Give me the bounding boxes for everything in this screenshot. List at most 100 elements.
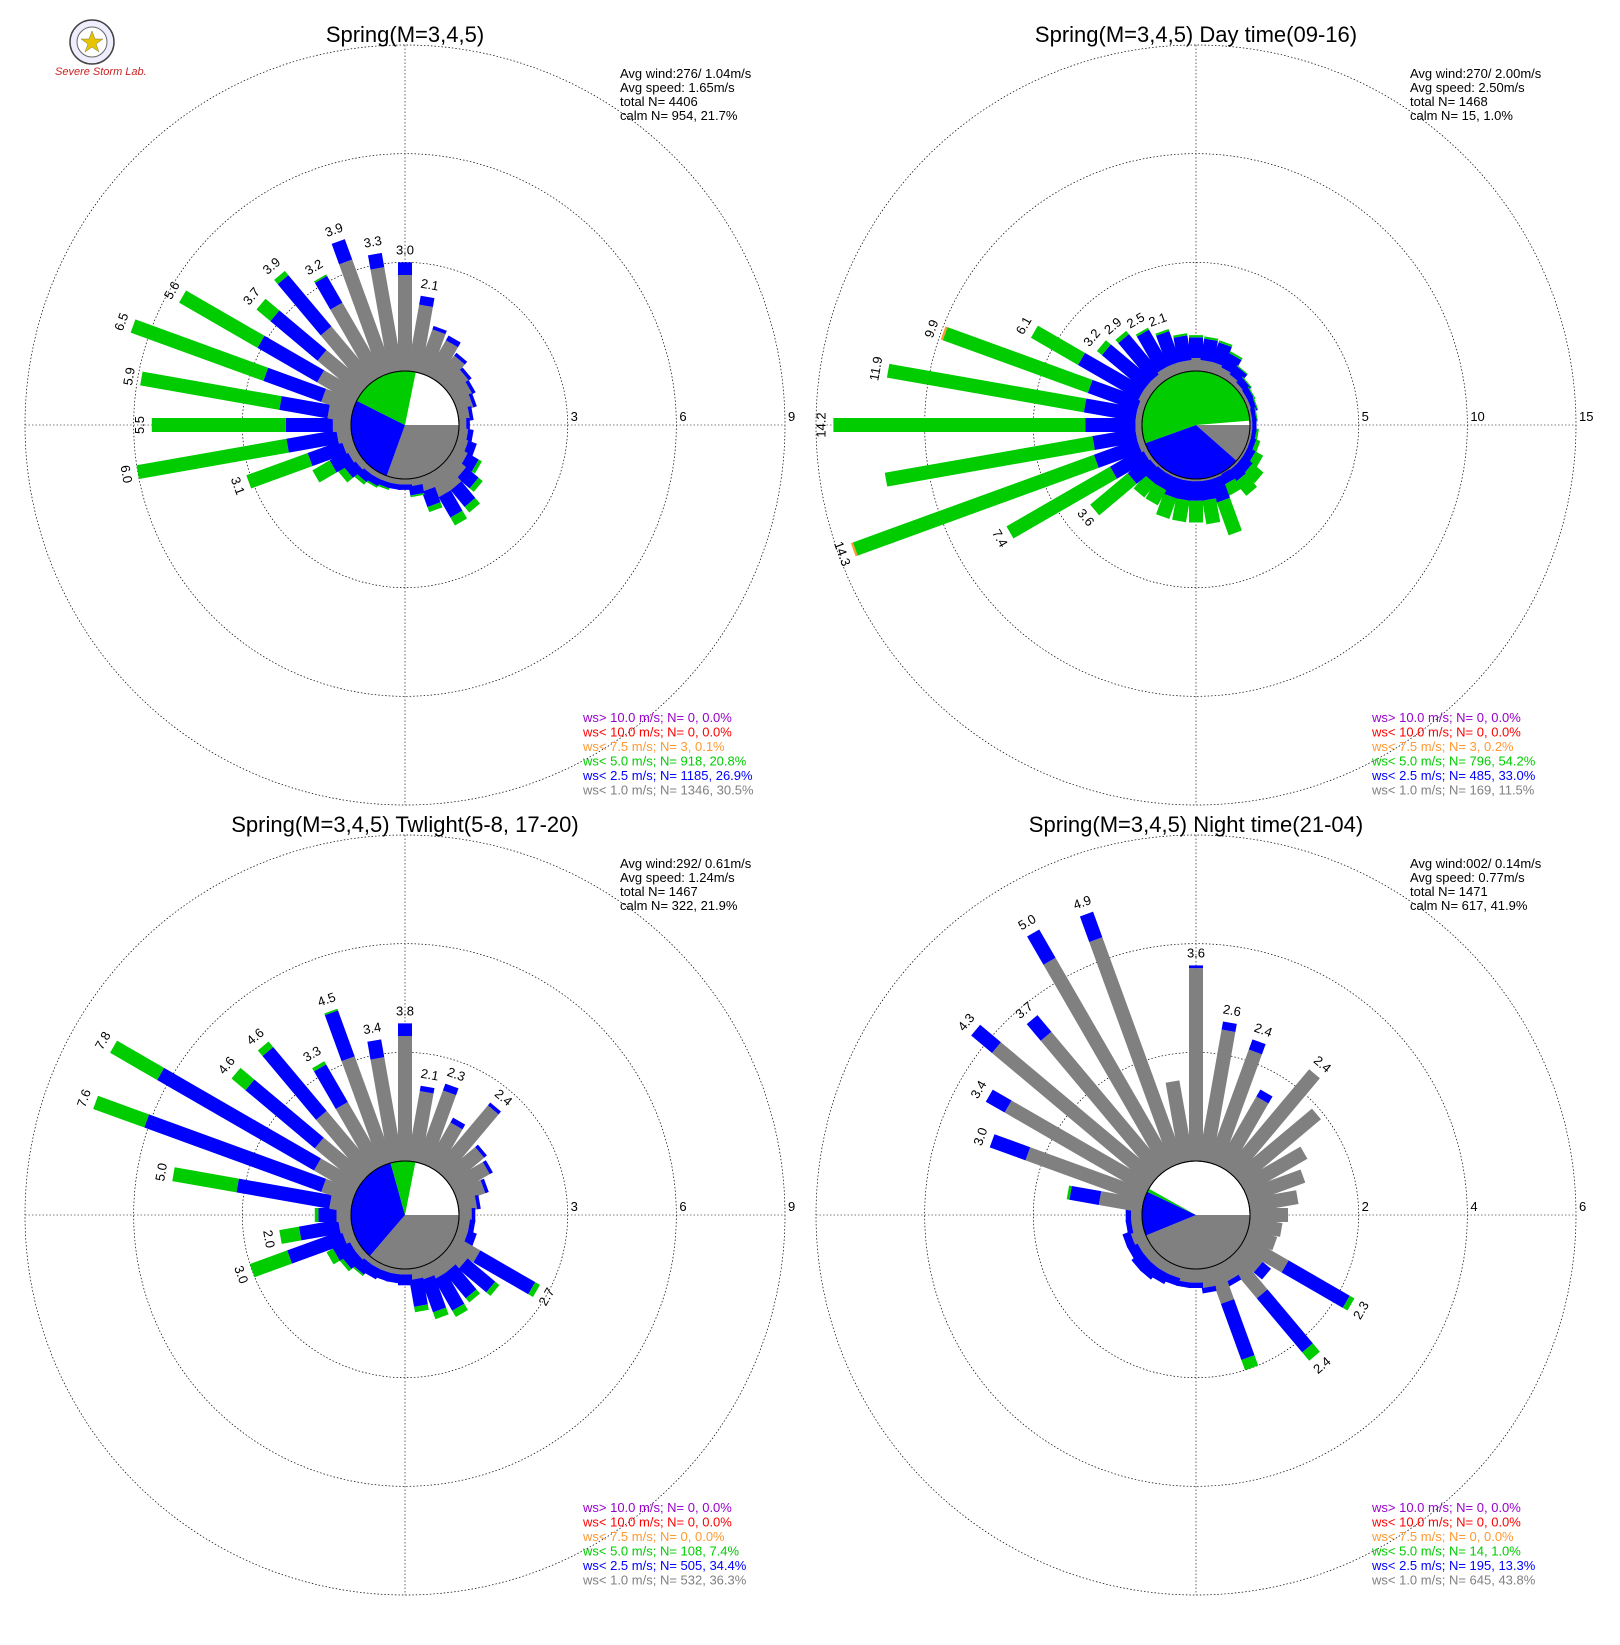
rose-bar-segment (419, 1085, 435, 1094)
rose-bar-segment (467, 1219, 476, 1235)
rose-bar-segment (1006, 466, 1117, 539)
bar-value-label: 5.9 (120, 366, 138, 386)
rose-bar-segment (1225, 1069, 1320, 1179)
bar-value-label: 3.8 (396, 1003, 414, 1018)
rose-bar-segment (1342, 1295, 1355, 1311)
legend-entry: ws< 10.0 m/s; N= 0, 0.0% (582, 1515, 732, 1530)
rose-bar-segment (1156, 493, 1177, 519)
bar-value-label: 3.2 (1080, 326, 1103, 349)
rose-bar-segment (1250, 1208, 1289, 1222)
bar-value-label: 4.6 (243, 1025, 266, 1048)
legend-entry: ws< 10.0 m/s; N= 0, 0.0% (1371, 1515, 1521, 1530)
rose-bar-segment (852, 454, 1099, 556)
stats-line: Avg speed: 0.77m/s (1410, 870, 1525, 885)
rose-bar-segment (450, 1117, 466, 1130)
rose-bar-segment (1241, 1355, 1259, 1371)
rose-bar-segment (277, 275, 332, 336)
calm-outline (1141, 1160, 1251, 1270)
rose-bar-segment (1244, 1226, 1278, 1251)
logo-text: Severe Storm Lab. (55, 66, 147, 78)
rose-bar-segment (1043, 957, 1176, 1172)
calm-pie-slice (351, 1162, 405, 1256)
rose-bar-segment (245, 1079, 324, 1149)
stats-line: total N= 1468 (1410, 94, 1488, 109)
rose-bar-segment (1236, 364, 1248, 375)
rose-bar-segment (313, 274, 328, 283)
rose-bar-segment (1176, 1280, 1192, 1289)
rose-bar-segment (1026, 1015, 1052, 1041)
rose-bar-segment (151, 418, 286, 432)
rose-bar-segment (331, 239, 353, 265)
rose-bar-segment (1218, 340, 1233, 348)
rose-bar-segment (298, 1219, 341, 1241)
bar-value-label: 2.9 (1101, 314, 1124, 337)
rose-bar-segment (1207, 1049, 1262, 1167)
rose-bar-segment (434, 461, 462, 491)
legend-entry: ws< 2.5 m/s; N= 505, 34.4% (582, 1558, 747, 1573)
rose-bar-segment (1189, 965, 1203, 969)
rose-bar-segment (1189, 337, 1203, 358)
bar-value-label: 2.4 (492, 1086, 515, 1109)
calm-outline (350, 1160, 460, 1270)
ring-label: 2 (1362, 1199, 1369, 1214)
rose-bar-segment (468, 393, 477, 408)
bar-value-label: 14.2 (813, 412, 828, 437)
stats-line: Avg wind:270/ 2.00m/s (1410, 66, 1542, 81)
rose-bar-segment (1172, 498, 1190, 523)
ring-label: 6 (1579, 1199, 1586, 1214)
rose-bar-segment (432, 325, 447, 335)
rose-bar-segment (1207, 1263, 1235, 1304)
bar-value-label: 6.0 (118, 464, 136, 484)
rose-bar-segment (1122, 1231, 1135, 1248)
bar-value-label: 4.9 (1071, 892, 1093, 912)
rose-bar-segment (314, 1208, 319, 1222)
panel-title: Spring(M=3,4,5) Twlight(5-8, 17-20) (231, 812, 578, 837)
ring-label: 10 (1470, 409, 1484, 424)
rose-bar-segment (1125, 1219, 1134, 1235)
rose-bar-segment (1302, 1343, 1320, 1361)
rose-bar-segment (1127, 456, 1157, 484)
rose-bar-segment (1118, 334, 1162, 382)
rose-bar-segment (1145, 483, 1167, 506)
rose-bar-segment (367, 1039, 385, 1060)
rose-bar-segment (432, 1307, 449, 1320)
bar-value-label: 3.3 (300, 1043, 323, 1065)
bar-value-label: 3.6 (1187, 945, 1205, 960)
ring-label: 6 (679, 1199, 686, 1214)
rose-bar-segment (1156, 331, 1181, 367)
rose-bar-segment (441, 454, 467, 478)
rose-bar-segment (1101, 344, 1153, 391)
stats-line: Avg wind:002/ 0.14m/s (1410, 856, 1542, 871)
rose-bar-segment (93, 1095, 150, 1128)
bar-value-label: 4.3 (955, 1010, 978, 1033)
rose-bar-segment (286, 429, 339, 453)
bar-value-label: 2.4 (1311, 1053, 1334, 1076)
calm-pie-slice (369, 1215, 459, 1269)
stats-line: total N= 4406 (620, 94, 698, 109)
rose-bar-segment (1254, 407, 1258, 422)
rose-bar-segment (409, 1277, 428, 1307)
rose-bar-segment (421, 486, 441, 508)
rose-bar-segment (466, 418, 470, 432)
rose-bar-segment (1136, 329, 1170, 373)
legend-entry: ws< 10.0 m/s; N= 0, 0.0% (582, 725, 732, 740)
rose-bar-segment (157, 1067, 321, 1171)
rose-bar-segment (1066, 1185, 1072, 1200)
bar-value-label: 2.1 (420, 276, 440, 294)
legend-entry: ws> 10.0 m/s; N= 0, 0.0% (582, 1500, 732, 1515)
rose-bar-segment (486, 1281, 500, 1296)
rose-bar-segment (313, 1158, 362, 1195)
legend-entry: ws< 5.0 m/s; N= 14, 1.0% (1371, 1544, 1521, 1559)
rose-bar-segment (130, 319, 269, 381)
ring-label: 3 (571, 1199, 578, 1214)
rose-bar-segment (971, 1024, 1001, 1053)
rose-bar-segment (1189, 1282, 1203, 1289)
rose-bar-segment (465, 1289, 480, 1303)
rose-bar-segment (1085, 418, 1136, 432)
wind-rose-panel: Spring(M=3,4,5) Night time(21-04) 2 4 6 3.6 2… (815, 812, 1586, 1596)
panel-title: Spring(M=3,4,5) Day time(09-16) (1035, 22, 1357, 47)
bar-value-label: 6.5 (111, 311, 131, 333)
rose-bar-segment (262, 1047, 327, 1120)
rose-bar-segment (1189, 500, 1203, 523)
bar-value-label: 5.0 (1015, 911, 1038, 933)
